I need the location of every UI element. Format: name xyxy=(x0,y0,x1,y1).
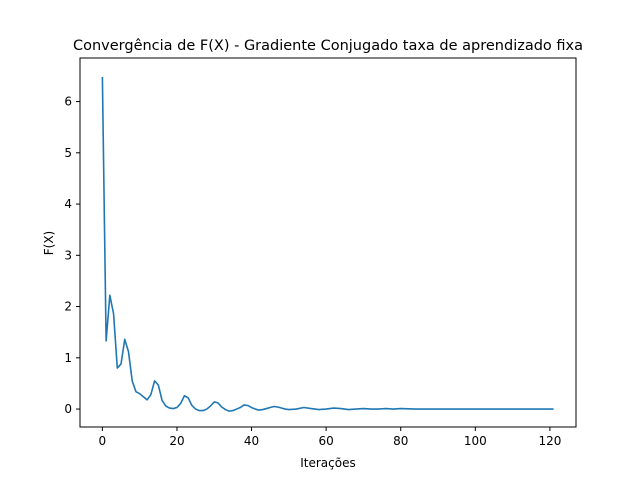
x-axis-ticks: 0 20 40 60 80 100 120 xyxy=(99,427,561,448)
x-tick-label: 60 xyxy=(318,434,333,448)
x-tick-label: 100 xyxy=(464,434,487,448)
y-tick-label: 1 xyxy=(64,351,72,365)
plot-area-frame xyxy=(79,57,577,428)
x-axis-label: Iterações xyxy=(300,456,356,470)
y-axis-ticks: 0 1 2 3 4 5 6 xyxy=(64,95,80,416)
y-tick-label: 6 xyxy=(64,95,72,109)
chart-title: Convergência de F(X) - Gradiente Conjuga… xyxy=(73,38,583,54)
y-axis-label: F(X) xyxy=(42,231,56,256)
y-tick-label: 5 xyxy=(64,146,72,160)
x-tick-label: 80 xyxy=(393,434,408,448)
y-tick-label: 0 xyxy=(64,402,72,416)
x-tick-label: 20 xyxy=(169,434,184,448)
x-tick-label: 0 xyxy=(99,434,107,448)
x-tick-label: 40 xyxy=(244,434,259,448)
x-tick-label: 120 xyxy=(538,434,561,448)
series-line xyxy=(101,76,554,412)
y-tick-label: 4 xyxy=(64,197,72,211)
y-tick-label: 3 xyxy=(64,248,72,262)
series-layer xyxy=(101,76,554,412)
y-tick-label: 2 xyxy=(64,300,72,314)
